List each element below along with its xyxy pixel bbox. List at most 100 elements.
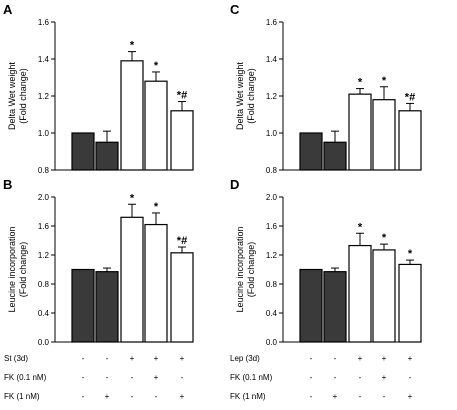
- y-tick-label: 1.2: [38, 251, 50, 260]
- condition-sign: +: [180, 392, 185, 401]
- y-tick-label: 1.2: [266, 92, 278, 101]
- condition-sign: -: [181, 373, 184, 382]
- y-axis-label: (Fold change): [18, 68, 28, 124]
- y-tick-label: 1.6: [266, 222, 278, 231]
- bar: [398, 110, 422, 171]
- bar: [299, 132, 323, 171]
- significance-marker: *#: [405, 91, 415, 103]
- panel-c: C Delta Wet weight (Fold change) 0.8 1.0 1.2 1…: [230, 2, 422, 175]
- bar: [144, 223, 168, 343]
- bar: [299, 268, 323, 343]
- y-axis-label: (Fold change): [246, 242, 256, 298]
- panel-letter: D: [230, 177, 239, 192]
- y-tick-label: 1.0: [266, 129, 278, 138]
- significance-marker: *: [358, 77, 363, 89]
- y-tick-label: 1.6: [38, 18, 50, 27]
- condition-sign: +: [105, 392, 110, 401]
- significance-marker: *: [154, 60, 159, 72]
- bar: [144, 80, 168, 171]
- bar: [95, 141, 119, 171]
- y-tick-label: 1.0: [38, 129, 50, 138]
- condition-sign: -: [106, 373, 109, 382]
- significance-marker: *: [154, 201, 159, 213]
- condition-label: FK (0.1 nM): [230, 373, 273, 382]
- condition-label: Lep (3d): [230, 354, 260, 363]
- significance-marker: *: [358, 221, 363, 233]
- significance-marker: *: [130, 40, 135, 52]
- y-tick-label: 0.8: [266, 280, 278, 289]
- y-tick-label: 0.4: [38, 309, 50, 318]
- condition-sign: +: [382, 373, 387, 382]
- y-tick-label: 1.2: [266, 251, 278, 260]
- condition-sign: +: [358, 354, 363, 363]
- condition-sign: +: [333, 392, 338, 401]
- condition-sign: +: [154, 354, 159, 363]
- bar: [170, 252, 194, 343]
- panel-letter: B: [3, 177, 12, 192]
- significance-marker: *: [382, 75, 387, 87]
- condition-sign: +: [408, 392, 413, 401]
- condition-sign: -: [82, 354, 85, 363]
- bar: [398, 263, 422, 343]
- panel-letter: C: [230, 2, 240, 17]
- condition-sign: +: [130, 354, 135, 363]
- bar: [323, 141, 347, 171]
- significance-marker: *: [408, 248, 413, 260]
- condition-sign: -: [334, 354, 337, 363]
- y-axis-label: Leucine incorporation: [7, 226, 17, 312]
- condition-sign: -: [155, 392, 158, 401]
- condition-sign: +: [408, 354, 413, 363]
- condition-sign: -: [310, 392, 313, 401]
- significance-marker: *: [382, 232, 387, 244]
- y-tick-label: 1.6: [266, 18, 278, 27]
- conditions-right: Lep (3d) - - + + + FK (0.1 nM) - - - + - FK (1 nM) - +…: [230, 354, 413, 401]
- y-tick-label: 1.2: [38, 92, 50, 101]
- condition-label: FK (0.1 nM): [4, 373, 47, 382]
- panel-b: B Leucine incorporation (Fold change) 0.0 0.…: [3, 177, 194, 347]
- significance-marker: *: [130, 192, 135, 204]
- condition-sign: -: [310, 354, 313, 363]
- condition-sign: -: [383, 392, 386, 401]
- y-tick-label: 0.0: [266, 338, 278, 347]
- condition-sign: -: [359, 392, 362, 401]
- panel-a: A Delta Wet weight (Fold change) 0.8 1.0 1.2 1…: [3, 2, 194, 175]
- condition-sign: +: [154, 373, 159, 382]
- bar: [71, 268, 95, 343]
- y-axis-label: Delta Wet weight: [235, 62, 245, 130]
- condition-sign: +: [180, 354, 185, 363]
- significance-marker: *#: [177, 235, 187, 247]
- bar: [348, 93, 372, 171]
- y-tick-label: 0.8: [266, 166, 278, 175]
- y-axis-label: Delta Wet weight: [7, 62, 17, 130]
- condition-sign: -: [334, 373, 337, 382]
- bar: [372, 249, 396, 343]
- condition-sign: -: [409, 373, 412, 382]
- y-tick-label: 0.0: [38, 338, 50, 347]
- bar: [323, 271, 347, 343]
- condition-sign: -: [82, 373, 85, 382]
- y-tick-label: 0.8: [38, 166, 50, 175]
- bar: [120, 60, 144, 171]
- condition-sign: -: [131, 392, 134, 401]
- conditions-left: St (3d) - - + + + FK (0.1 nM) - - - + - FK (1 nM) - + -…: [4, 354, 185, 401]
- condition-label: St (3d): [4, 354, 28, 363]
- condition-sign: -: [131, 373, 134, 382]
- condition-sign: -: [310, 373, 313, 382]
- bar: [348, 244, 372, 343]
- y-tick-label: 2.0: [266, 193, 278, 202]
- panel-d: D Leucine incorporation (Fold change) 0.0 0.…: [230, 177, 422, 347]
- condition-label: FK (1 nM): [4, 392, 40, 401]
- condition-sign: -: [359, 373, 362, 382]
- bar: [120, 216, 144, 343]
- y-axis-label: (Fold change): [18, 242, 28, 298]
- y-tick-label: 1.4: [38, 55, 50, 64]
- y-tick-label: 0.4: [266, 309, 278, 318]
- condition-sign: -: [106, 354, 109, 363]
- y-tick-label: 2.0: [38, 193, 50, 202]
- panel-letter: A: [3, 2, 13, 17]
- y-tick-label: 1.6: [38, 222, 50, 231]
- condition-label: FK (1 nM): [230, 392, 266, 401]
- significance-marker: *#: [177, 90, 187, 102]
- condition-sign: +: [382, 354, 387, 363]
